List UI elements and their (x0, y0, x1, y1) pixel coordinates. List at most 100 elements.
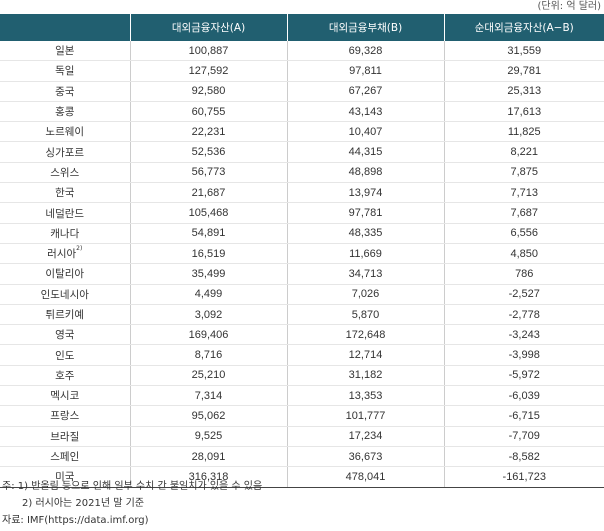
table-row: 스페인 28,091 36,673 -8,582 (0, 446, 604, 468)
assets-cell: 169,406 (129, 324, 287, 346)
net-assets-cell: -8,582 (443, 446, 604, 468)
footnote-2: 2) 러시아는 2021년 말 기준 (22, 498, 145, 509)
liabilities-cell: 48,898 (286, 162, 444, 184)
net-assets-cell: -6,715 (443, 405, 604, 427)
assets-cell: 8,716 (129, 344, 287, 366)
assets-cell: 22,231 (129, 121, 287, 143)
net-assets-cell: 29,781 (443, 60, 604, 82)
table-row: 튀르키예 3,092 5,870 -2,778 (0, 304, 604, 326)
liabilities-cell: 172,648 (286, 324, 444, 346)
liabilities-cell: 11,669 (286, 243, 444, 265)
country-name: 이탈리아 (45, 268, 85, 281)
country-cell: 영국 (0, 324, 130, 346)
unit-label: (단위: 억 달러) (537, 1, 601, 12)
net-assets-cell: 31,559 (443, 41, 604, 62)
assets-cell: 35,499 (129, 263, 287, 285)
country-cell: 러시아2) (0, 243, 130, 265)
net-assets-cell: 11,825 (443, 121, 604, 143)
country-cell: 호주 (0, 365, 130, 387)
country-name: 호주 (55, 369, 75, 382)
country-name: 독일 (55, 65, 75, 78)
table-body: 일본 100,887 69,328 31,559 독일 127,592 97,811 29,7… (0, 41, 604, 488)
table-row: 프랑스 95,062 101,777 -6,715 (0, 405, 604, 427)
country-name: 튀르키예 (45, 309, 85, 321)
table-row: 일본 100,887 69,328 31,559 (0, 41, 604, 62)
country-name: 네덜란드 (45, 207, 85, 220)
liabilities-cell: 36,673 (286, 446, 444, 468)
header-country (0, 14, 130, 41)
table-header-row: 대외금융자산(A) 대외금융부채(B) 순대외금융자산(A−B) (0, 14, 604, 41)
table-row: 영국 169,406 172,648 -3,243 (0, 324, 604, 346)
footnote-1: 주: 1) 반올림 등으로 인해 일부 수치 간 불일치가 있을 수 있음 (2, 481, 263, 492)
country-cell: 스페인 (0, 446, 130, 468)
country-cell: 독일 (0, 60, 130, 82)
header-liabilities: 대외금융부채(B) (286, 14, 444, 41)
table-row: 브라질 9,525 17,234 -7,709 (0, 426, 604, 447)
country-name: 스페인 (50, 451, 80, 464)
net-assets-cell: 4,850 (443, 243, 604, 265)
country-name: 일본 (55, 45, 75, 58)
country-name: 캐나다 (50, 227, 80, 240)
country-name: 홍콩 (55, 106, 75, 119)
country-cell: 미국 (0, 466, 130, 488)
net-assets-cell: 17,613 (443, 101, 604, 123)
table-row: 홍콩 60,755 43,143 17,613 (0, 101, 604, 123)
net-assets-cell: -5,972 (443, 365, 604, 387)
net-assets-cell: 8,221 (443, 141, 604, 163)
country-cell: 이탈리아 (0, 263, 130, 285)
assets-cell: 127,592 (129, 60, 287, 82)
table-row: 노르웨이 22,231 10,407 11,825 (0, 121, 604, 143)
header-net-assets: 순대외금융자산(A−B) (443, 14, 604, 41)
assets-cell: 9,525 (129, 426, 287, 447)
country-cell: 멕시코 (0, 385, 130, 407)
country-cell: 네덜란드 (0, 202, 130, 224)
country-cell: 한국 (0, 182, 130, 204)
net-assets-cell: 7,875 (443, 162, 604, 184)
liabilities-cell: 5,870 (286, 304, 444, 326)
country-cell: 노르웨이 (0, 121, 130, 143)
assets-cell: 21,687 (129, 182, 287, 204)
assets-cell: 25,210 (129, 365, 287, 387)
country-name: 영국 (55, 329, 75, 342)
assets-cell: 3,092 (129, 304, 287, 326)
table-row: 중국 92,580 67,267 25,313 (0, 81, 604, 102)
footnote-marker: 2) (76, 245, 83, 253)
assets-cell: 316,318 (129, 466, 287, 488)
country-cell: 인도네시아 (0, 284, 130, 305)
assets-cell: 54,891 (129, 223, 287, 244)
liabilities-cell: 67,267 (286, 81, 444, 102)
country-cell: 프랑스 (0, 405, 130, 427)
net-assets-cell: -6,039 (443, 385, 604, 407)
liabilities-cell: 34,713 (286, 263, 444, 285)
net-assets-cell: -2,778 (443, 304, 604, 326)
liabilities-cell: 48,335 (286, 223, 444, 244)
country-cell: 스위스 (0, 162, 130, 184)
country-name: 러시아 (47, 248, 77, 261)
country-cell: 인도 (0, 344, 130, 366)
table-row: 싱가포르 52,536 44,315 8,221 (0, 141, 604, 163)
table-row: 이탈리아 35,499 34,713 786 (0, 263, 604, 285)
table-row: 네덜란드 105,468 97,781 7,687 (0, 202, 604, 224)
country-name: 미국 (55, 471, 75, 484)
net-assets-cell: -7,709 (443, 426, 604, 447)
country-cell: 일본 (0, 41, 130, 62)
table-row: 호주 25,210 31,182 -5,972 (0, 365, 604, 387)
liabilities-cell: 97,781 (286, 202, 444, 224)
country-name: 노르웨이 (45, 126, 85, 139)
assets-cell: 28,091 (129, 446, 287, 468)
assets-cell: 4,499 (129, 284, 287, 305)
table-row: 스위스 56,773 48,898 7,875 (0, 162, 604, 184)
assets-cell: 92,580 (129, 81, 287, 102)
table-row: 캐나다 54,891 48,335 6,556 (0, 223, 604, 244)
assets-cell: 105,468 (129, 202, 287, 224)
country-name: 스위스 (50, 166, 80, 179)
net-assets-cell: -2,527 (443, 284, 604, 305)
country-cell: 홍콩 (0, 101, 130, 123)
net-assets-cell: -3,998 (443, 344, 604, 366)
table-row: 러시아2) 16,519 11,669 4,850 (0, 243, 604, 265)
assets-cell: 52,536 (129, 141, 287, 163)
country-name: 멕시코 (50, 390, 80, 403)
net-assets-cell: 6,556 (443, 223, 604, 244)
liabilities-cell: 10,407 (286, 121, 444, 143)
source-note: 자료: IMF(https://data.imf.org) (2, 515, 149, 526)
